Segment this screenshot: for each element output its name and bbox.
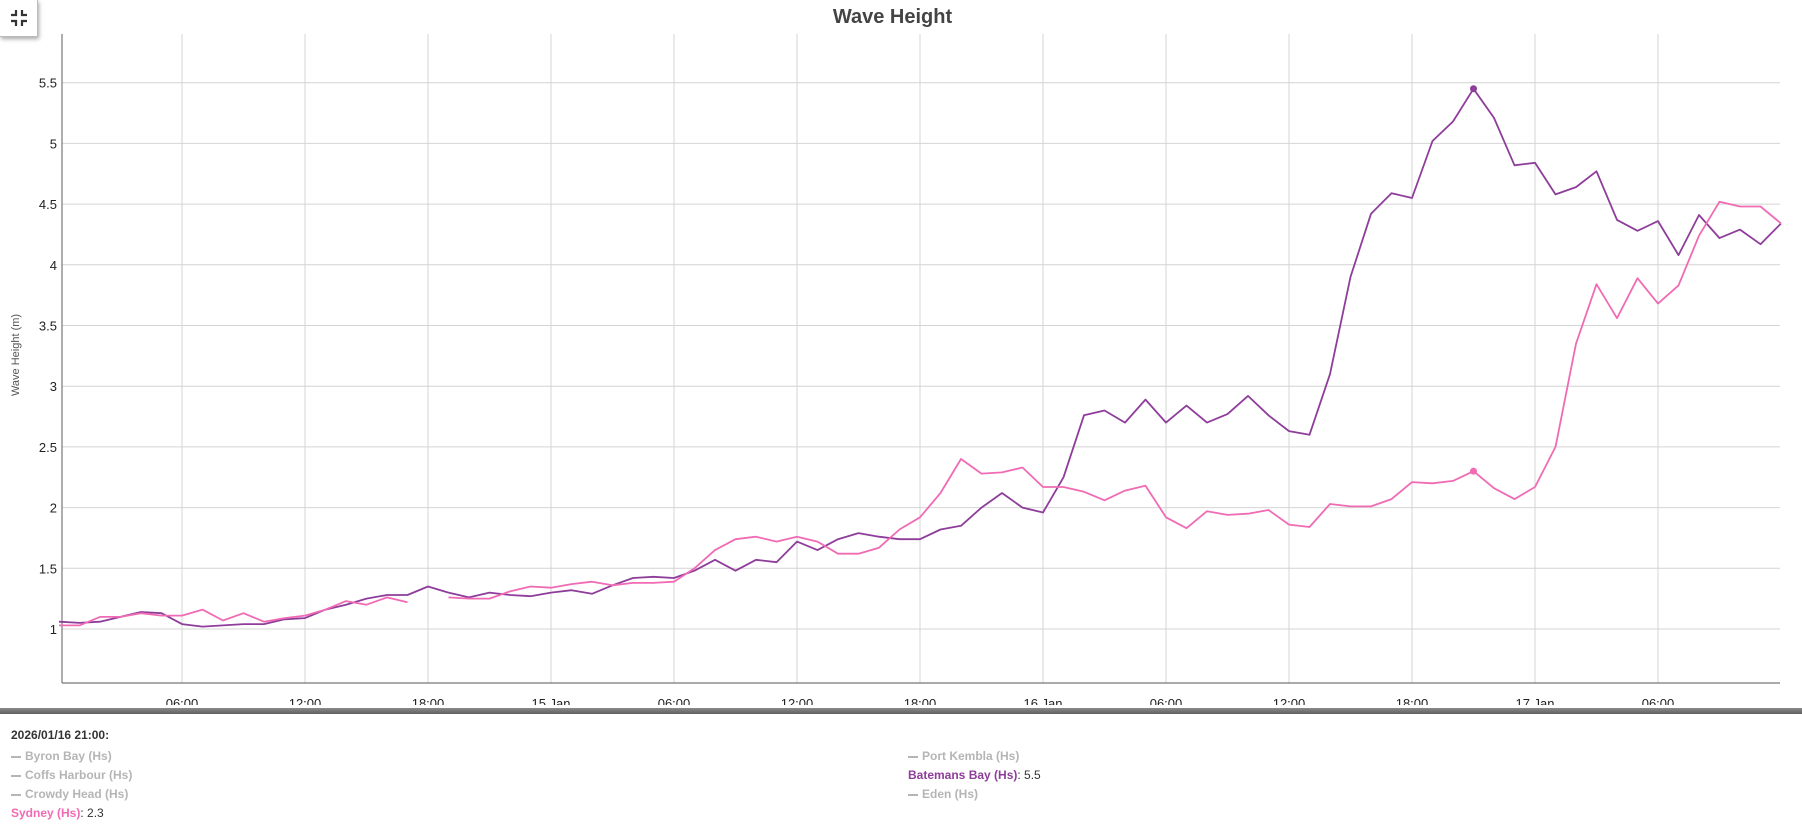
x-tick-label: 06:00 — [1150, 696, 1183, 705]
legend-label: Port Kembla (Hs) — [922, 749, 1020, 763]
x-tick-label: 15 Jan — [531, 696, 570, 705]
legend-label: Batemans Bay (Hs) — [908, 768, 1018, 782]
x-tick-label: 17 Jan — [1515, 696, 1554, 705]
legend-item[interactable]: Port Kembla (Hs) — [908, 747, 1041, 766]
legend-dash-icon — [908, 755, 918, 758]
x-tick-label: 06:00 — [658, 696, 691, 705]
x-tick-label: 12:00 — [289, 696, 322, 705]
y-tick-label: 1.5 — [39, 561, 57, 576]
legend-item[interactable]: Batemans Bay (Hs): 5.5 — [908, 766, 1041, 785]
legend-item[interactable]: Crowdy Head (Hs) — [11, 785, 132, 804]
series-line-batemans-bay-hs[interactable] — [58, 87, 1782, 628]
legend-label: Eden (Hs) — [922, 787, 979, 801]
legend-timestamp: 2026/01/16 21:00: — [11, 728, 110, 742]
legend-right-column: Port Kembla (Hs) Batemans Bay (Hs): 5.5 Ed… — [908, 747, 1041, 804]
legend-label: Coffs Harbour (Hs) — [25, 768, 133, 782]
legend-label: Byron Bay (Hs) — [25, 749, 112, 763]
highlight-point — [1470, 467, 1477, 475]
legend-value: : 2.3 — [80, 806, 104, 820]
legend-left-column: Byron Bay (Hs) Coffs Harbour (Hs) Crowdy H… — [11, 747, 132, 823]
y-tick-label: 3 — [50, 379, 57, 394]
legend-dash-icon — [908, 793, 918, 796]
legend-item[interactable]: Sydney (Hs): 2.3 — [11, 804, 132, 823]
x-tick-label: 12:00 — [1273, 696, 1306, 705]
y-tick-label: 4.5 — [39, 197, 57, 212]
legend-label: Crowdy Head (Hs) — [25, 787, 129, 801]
x-tick-label: 18:00 — [1396, 696, 1429, 705]
line-chart[interactable]: 1 1.5 2 2.5 3 3.5 4 4.5 5 5.5 06:00 12:00 18:00 15 Ja… — [0, 0, 1802, 705]
collapse-button[interactable] — [0, 0, 38, 37]
y-tick-label: 2 — [50, 501, 57, 516]
y-tick-label: 5 — [50, 136, 57, 151]
grid — [62, 34, 1780, 683]
legend-dash-icon — [11, 774, 21, 777]
legend-dash-icon — [11, 755, 21, 758]
x-tick-label: 18:00 — [904, 696, 937, 705]
legend-dash-icon — [11, 793, 21, 796]
x-tick-label: 06:00 — [1642, 696, 1675, 705]
x-tick-label: 18:00 — [412, 696, 445, 705]
x-tick-label: 06:00 — [166, 696, 199, 705]
collapse-icon — [10, 10, 27, 26]
legend-item[interactable]: Byron Bay (Hs) — [11, 747, 132, 766]
legend-label: Sydney (Hs) — [11, 806, 81, 820]
y-tick-label: 2.5 — [39, 440, 57, 455]
series-line-sydney-hs[interactable] — [59, 200, 1782, 627]
map-strip — [0, 708, 1802, 714]
legend-item[interactable]: Coffs Harbour (Hs) — [11, 766, 132, 785]
y-tick-label: 3.5 — [39, 319, 57, 334]
y-tick-label: 4 — [50, 258, 57, 273]
chart-title: Wave Height — [832, 6, 953, 28]
y-tick-label: 1 — [50, 622, 57, 637]
y-tick-label: 5.5 — [39, 76, 57, 91]
x-tick-label: 12:00 — [781, 696, 814, 705]
x-tick-label: 16 Jan — [1023, 696, 1062, 705]
legend-item[interactable]: Eden (Hs) — [908, 785, 1041, 804]
legend: 2026/01/16 21:00: Byron Bay (Hs) Coffs Ha… — [0, 724, 1802, 834]
highlight-point — [1470, 85, 1477, 93]
legend-value: : 5.5 — [1017, 768, 1041, 782]
